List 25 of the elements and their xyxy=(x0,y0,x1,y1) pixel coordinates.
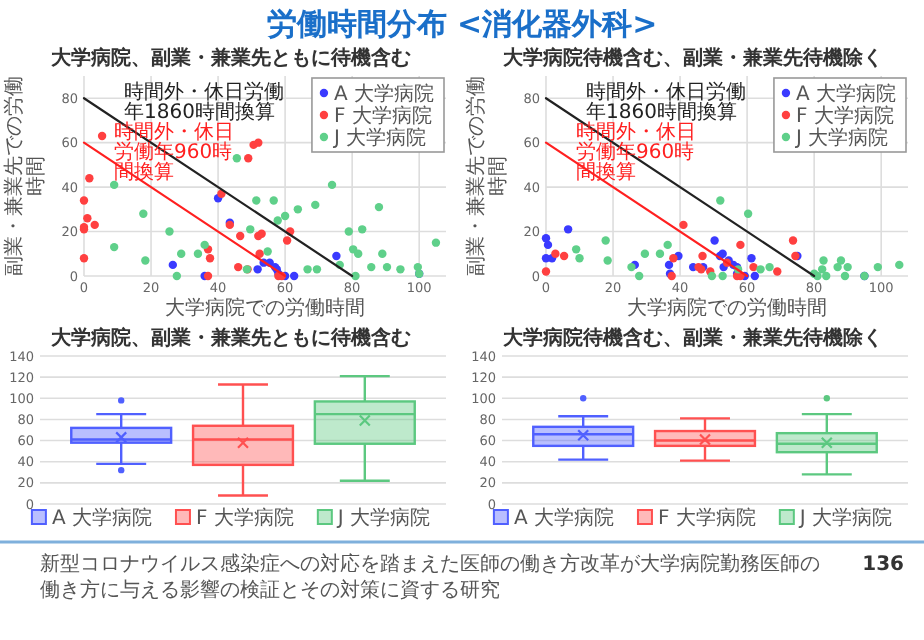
chart-title: 大学病院待機含む、副業・兼業先待機除く xyxy=(501,326,883,350)
text: 新型コロナウイルス感染症への対応を踏まえた医師の働き方改革が大学病院勤務医師の働き方に与える影響の検証とその対策に資する研究 xyxy=(40,552,820,602)
legend-label: A 大学病院 xyxy=(51,506,152,530)
x-axis-title: 大学病院での労働時間 xyxy=(627,296,827,320)
legend-label: A 大学病院 xyxy=(795,82,896,106)
legend-label: A 大学病院 xyxy=(333,82,434,106)
y-axis-title: 副業・兼業先での労働時間 xyxy=(2,76,48,276)
chart-title: 大学病院、副業・兼業先ともに待機含む xyxy=(49,46,411,70)
legend-label: F 大学病院 xyxy=(657,506,756,530)
chart-title: 大学病院待機含む、副業・兼業先待機除く xyxy=(501,46,883,70)
legend-label: F 大学病院 xyxy=(195,506,294,530)
series-label: 時間外・休日労働年1860時間換算 xyxy=(124,80,284,124)
y-axis-title: 副業・兼業先での労働時間 xyxy=(464,76,510,276)
legend-label: J 大学病院 xyxy=(797,506,893,530)
text: 労働時間分布 <消化器外科> xyxy=(266,6,658,42)
legend-label: F 大学病院 xyxy=(333,104,432,128)
legend-label: J 大学病院 xyxy=(331,126,427,150)
legend-label: J 大学病院 xyxy=(793,126,889,150)
text: 136 xyxy=(862,554,905,576)
legend-label: F 大学病院 xyxy=(795,104,894,128)
chart-title: 大学病院、副業・兼業先ともに待機含む xyxy=(49,326,411,350)
x-axis-title: 大学病院での労働時間 xyxy=(165,296,365,320)
series-label: 時間外・休日労働年1860時間換算 xyxy=(586,80,746,124)
legend-label: A 大学病院 xyxy=(513,506,614,530)
legend-label: J 大学病院 xyxy=(335,506,431,530)
